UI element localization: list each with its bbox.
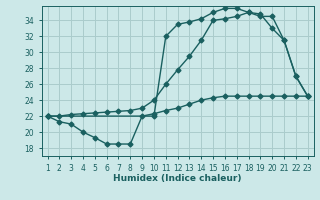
- X-axis label: Humidex (Indice chaleur): Humidex (Indice chaleur): [113, 174, 242, 183]
